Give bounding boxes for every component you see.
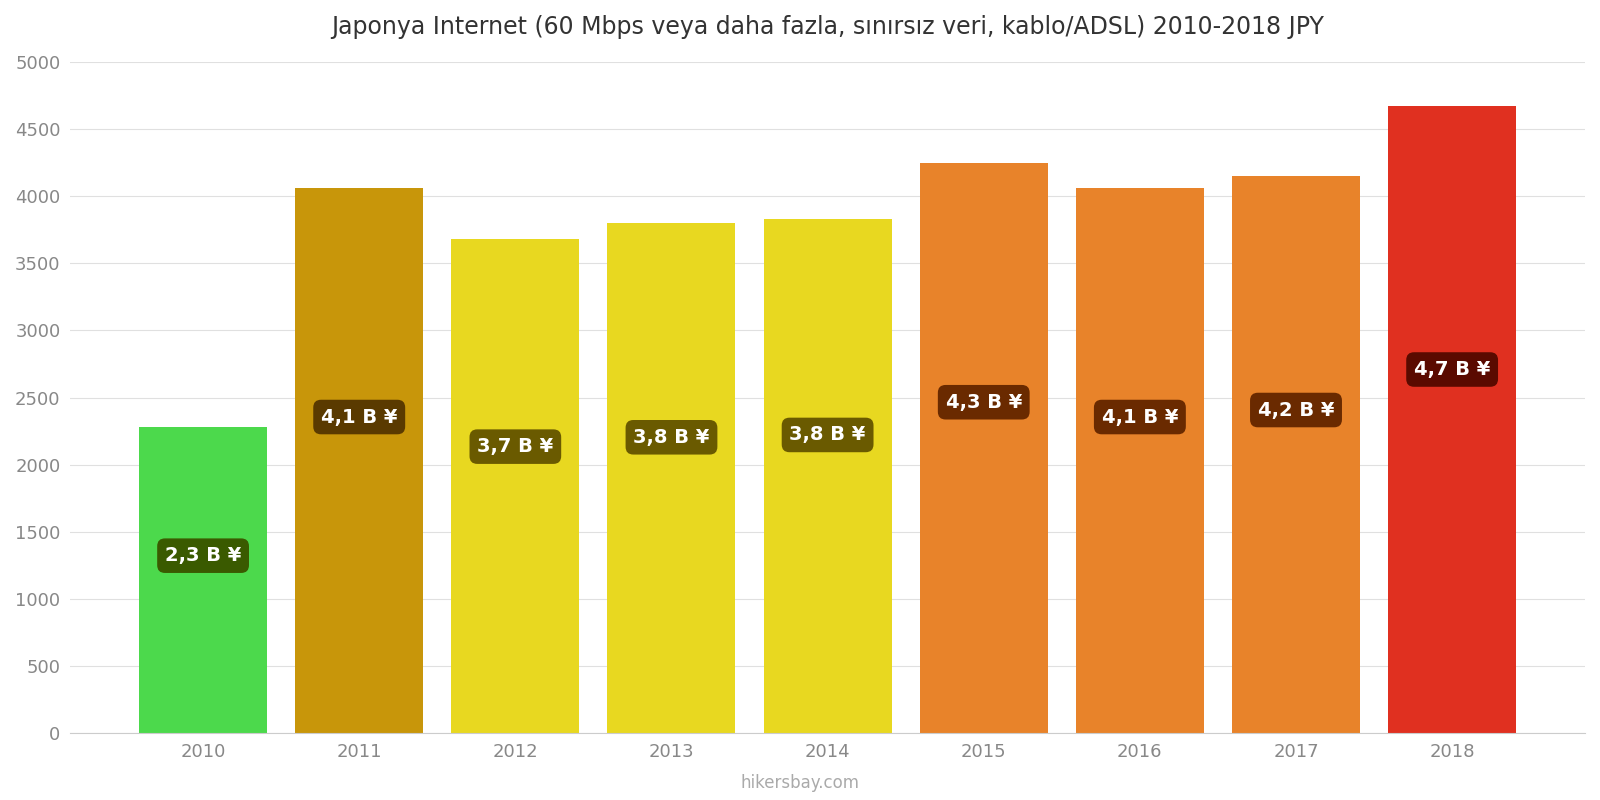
- Text: 3,7 B ¥: 3,7 B ¥: [477, 437, 554, 456]
- Text: 2,3 B ¥: 2,3 B ¥: [165, 546, 242, 565]
- Text: hikersbay.com: hikersbay.com: [741, 774, 859, 792]
- Bar: [139, 427, 267, 734]
- Bar: [763, 219, 891, 734]
- Bar: [296, 188, 424, 734]
- Bar: [1075, 188, 1203, 734]
- Bar: [1389, 106, 1517, 734]
- Text: 4,7 B ¥: 4,7 B ¥: [1414, 360, 1490, 379]
- Title: Japonya Internet (60 Mbps veya daha fazla, sınırsız veri, kablo/ADSL) 2010-2018 : Japonya Internet (60 Mbps veya daha fazl…: [331, 15, 1325, 39]
- Text: 4,1 B ¥: 4,1 B ¥: [322, 407, 397, 426]
- Bar: [1232, 176, 1360, 734]
- Text: 3,8 B ¥: 3,8 B ¥: [634, 428, 710, 446]
- Bar: [451, 239, 579, 734]
- Text: 4,1 B ¥: 4,1 B ¥: [1102, 407, 1178, 426]
- Bar: [608, 223, 736, 734]
- Bar: [920, 162, 1048, 734]
- Text: 3,8 B ¥: 3,8 B ¥: [789, 426, 866, 445]
- Text: 4,2 B ¥: 4,2 B ¥: [1258, 401, 1334, 419]
- Text: 4,3 B ¥: 4,3 B ¥: [946, 393, 1022, 412]
